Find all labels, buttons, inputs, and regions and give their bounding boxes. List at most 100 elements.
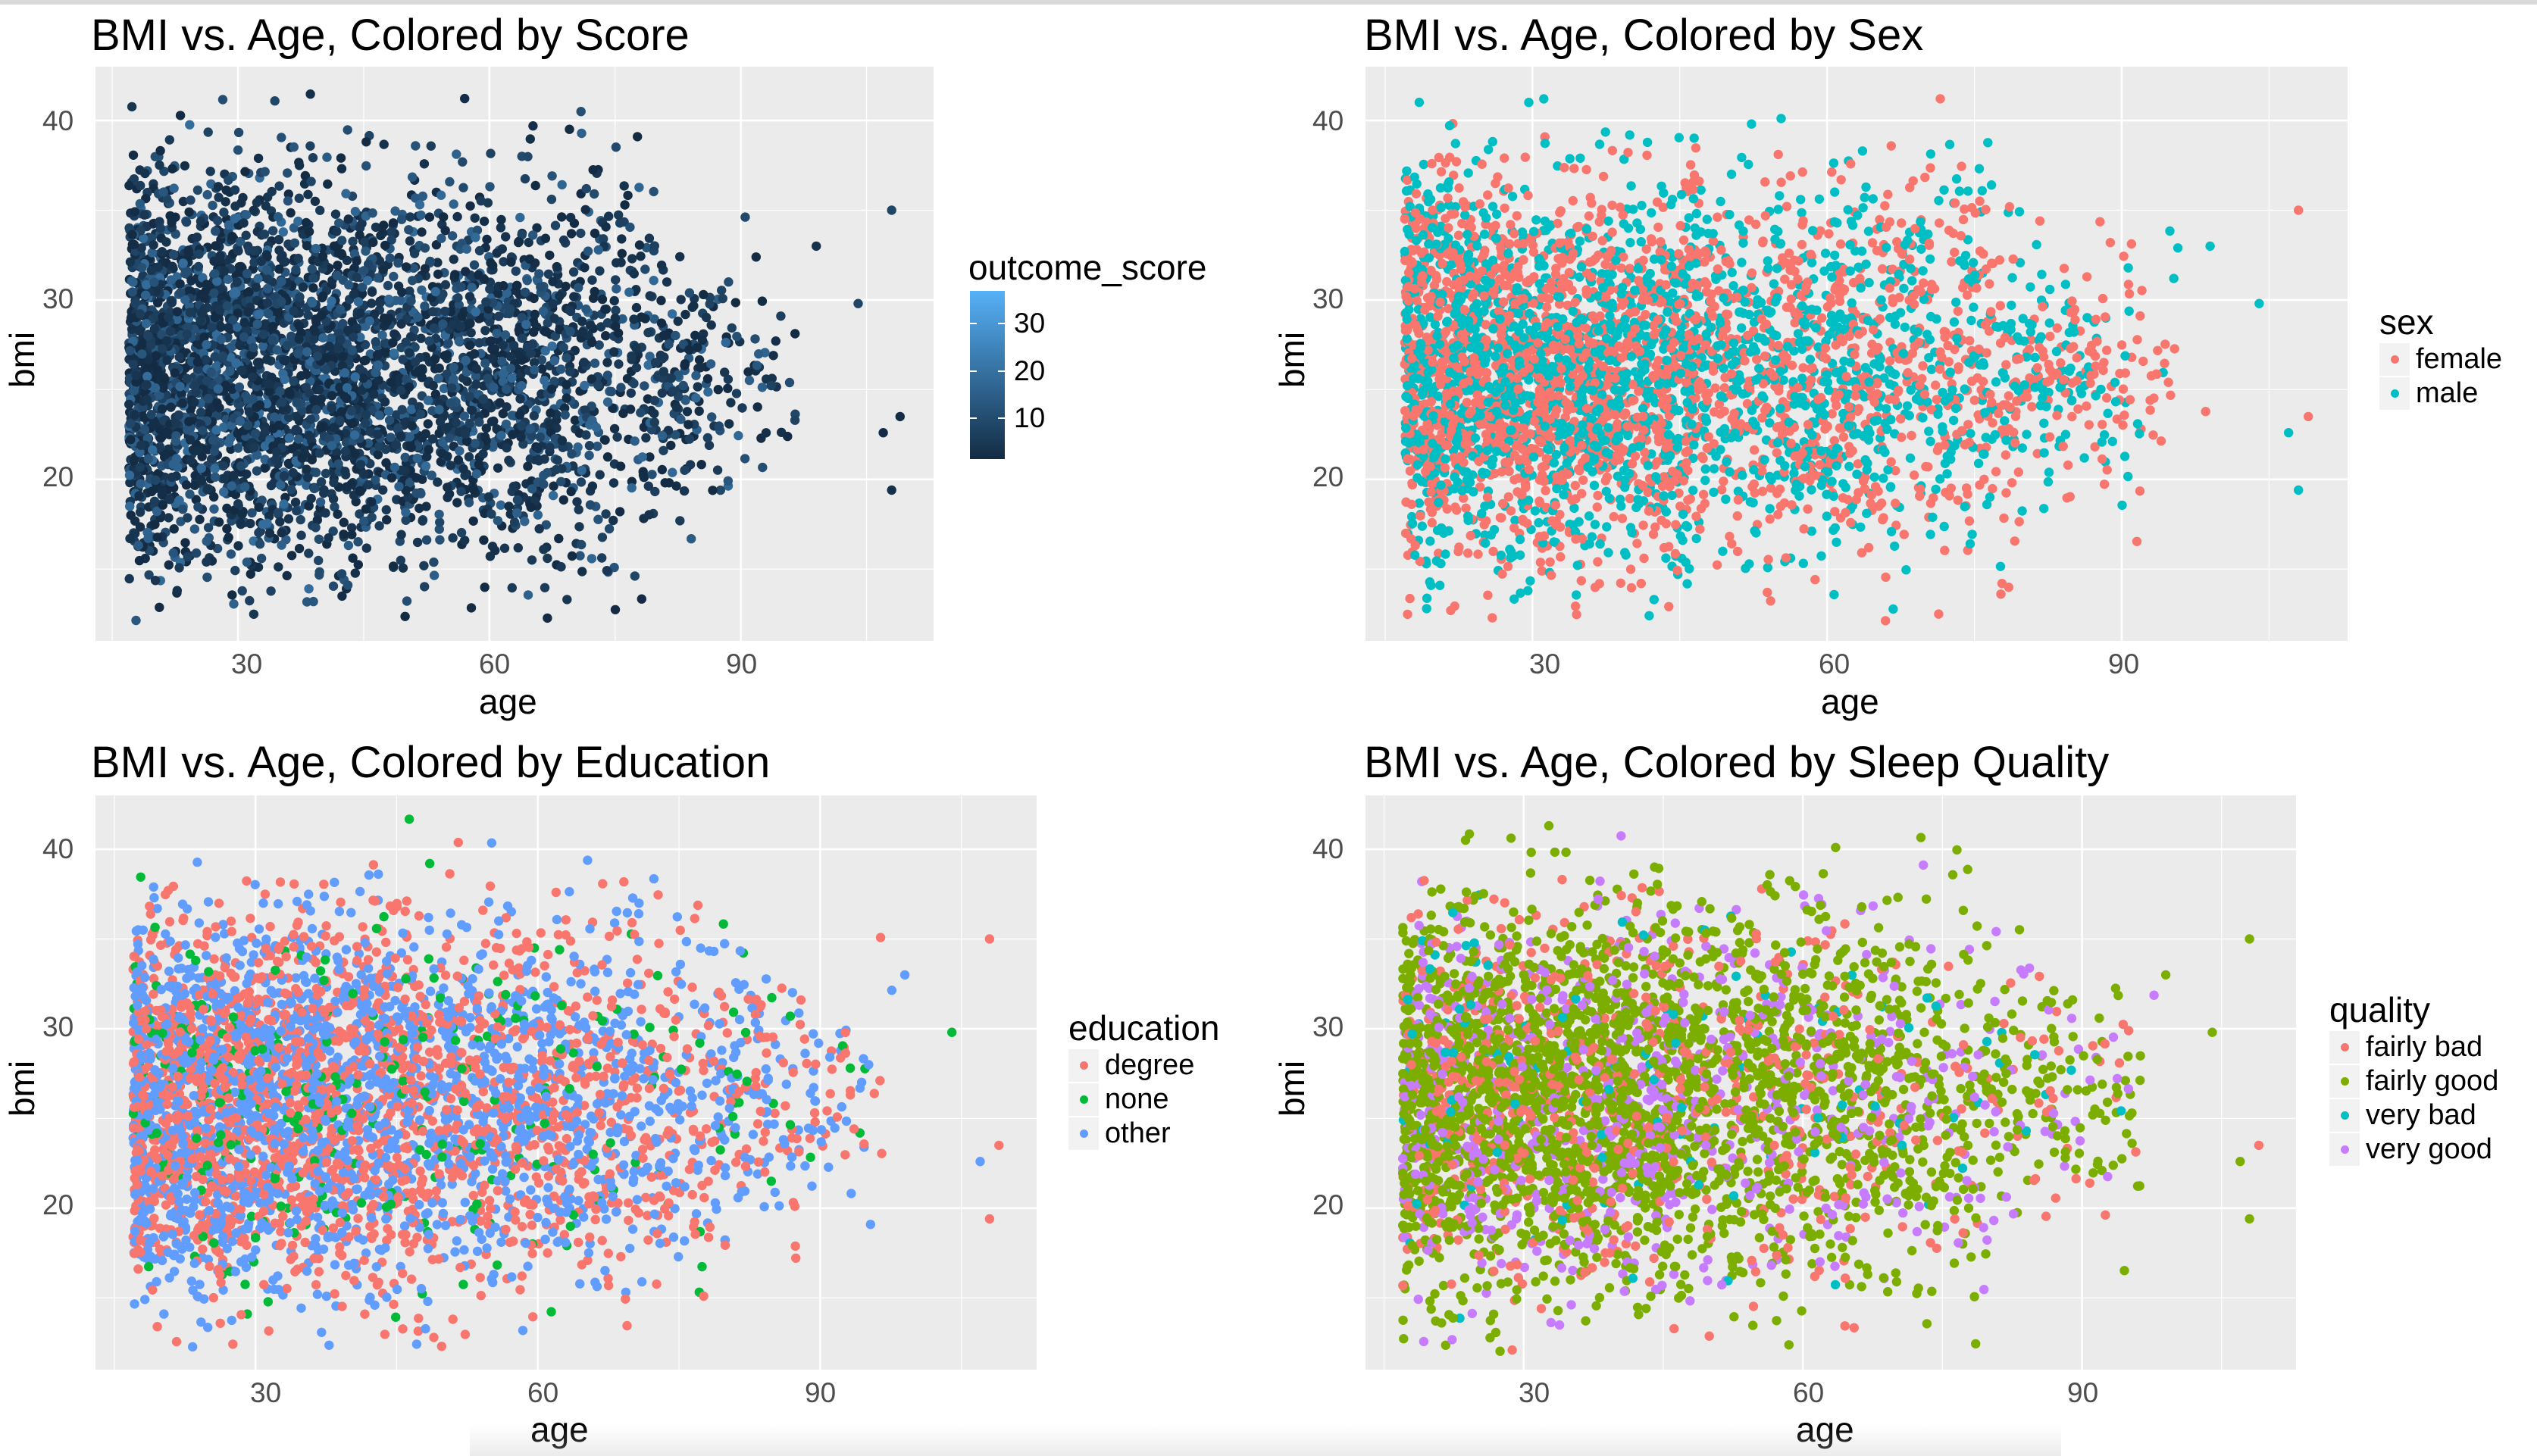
- scatter-point: [1441, 549, 1450, 559]
- scatter-point: [379, 139, 389, 149]
- scatter-point: [217, 95, 228, 105]
- scatter-point: [1932, 395, 1942, 405]
- scatter-point: [551, 464, 562, 475]
- scatter-point: [602, 452, 613, 462]
- scatter-point: [218, 422, 229, 433]
- colorbar-tick: [970, 323, 977, 324]
- scatter-point: [330, 209, 341, 219]
- scatter-point: [222, 301, 232, 311]
- scatter-point: [185, 435, 196, 445]
- scatter-point: [465, 201, 475, 211]
- scatter-point: [625, 405, 636, 414]
- scatter-point: [297, 453, 307, 463]
- scatter-point: [643, 327, 653, 338]
- scatter-point: [314, 555, 324, 566]
- scatter-point: [328, 581, 339, 591]
- scatter-point: [266, 586, 276, 596]
- scatter-point: [456, 282, 466, 292]
- scatter-point: [590, 228, 600, 239]
- scatter-point: [125, 257, 136, 267]
- scatter-point: [210, 352, 220, 362]
- scatter-point: [214, 192, 224, 202]
- scatter-point: [342, 393, 352, 404]
- scatter-point: [289, 142, 299, 152]
- scatter-point: [720, 367, 730, 377]
- scatter-point: [488, 442, 498, 452]
- scatter-point: [175, 111, 186, 120]
- scatter-point: [593, 514, 603, 524]
- scatter-point: [593, 245, 603, 255]
- scatter-point: [540, 376, 549, 386]
- scatter-point: [595, 266, 605, 276]
- scatter-point: [458, 157, 468, 167]
- scatter-point: [518, 333, 527, 343]
- scatter-point: [645, 291, 655, 301]
- scatter-point: [249, 442, 259, 452]
- scatter-point: [165, 327, 175, 336]
- scatter-point: [411, 357, 421, 367]
- scatter-point: [401, 262, 411, 272]
- scatter-point: [486, 148, 496, 158]
- scatter-point: [471, 371, 480, 381]
- scatter-point: [520, 517, 530, 526]
- scatter-point: [377, 330, 387, 340]
- scatter-point: [2169, 273, 2179, 283]
- scatter-point: [465, 340, 475, 350]
- scatter-point: [1524, 98, 1534, 108]
- scatter-point: [134, 555, 145, 566]
- scatter-point: [512, 280, 522, 291]
- window-top-edge: [0, 0, 2537, 5]
- scatter-point: [343, 540, 354, 551]
- scatter-point: [644, 510, 654, 520]
- scatter-point: [396, 555, 405, 565]
- scatter-point: [404, 382, 414, 392]
- scatter-point: [1737, 258, 1747, 267]
- scatter-point: [558, 342, 568, 352]
- scatter-point: [189, 397, 199, 407]
- scatter-point: [704, 440, 715, 451]
- scatter-point: [611, 275, 621, 285]
- scatter-point: [302, 480, 311, 490]
- scatter-point: [618, 314, 627, 324]
- x-tick-label: 90: [726, 648, 758, 680]
- scatter-point: [565, 124, 574, 134]
- scatter-point: [301, 217, 311, 228]
- scatter-point: [289, 238, 300, 248]
- scatter-point: [309, 483, 319, 494]
- scatter-point: [365, 426, 376, 437]
- scatter-point: [336, 569, 347, 579]
- scatter-point: [602, 566, 612, 576]
- scatter-point: [256, 256, 266, 267]
- scatter-point: [304, 227, 314, 236]
- scatter-point: [283, 168, 292, 178]
- scatter-point: [343, 580, 353, 590]
- scatter-point: [705, 359, 716, 369]
- scatter-point: [294, 321, 305, 331]
- scatter-point: [305, 141, 315, 151]
- scatter-point: [236, 365, 246, 376]
- scatter-point: [252, 466, 262, 476]
- scatter-point: [409, 248, 420, 258]
- scatter-point: [488, 298, 498, 308]
- scatter-point: [584, 441, 595, 451]
- scatter-point: [214, 255, 225, 264]
- scatter-point: [435, 517, 445, 527]
- scatter-point: [202, 376, 212, 386]
- scatter-point: [225, 366, 235, 376]
- scatter-point: [1765, 514, 1775, 524]
- scatter-point: [213, 216, 223, 226]
- scatter-point: [306, 177, 316, 186]
- scatter-point: [645, 352, 655, 361]
- scatter-point: [540, 346, 550, 356]
- scatter-point: [389, 348, 399, 358]
- scatter-point: [337, 236, 347, 245]
- scatter-point: [445, 177, 455, 187]
- scatter-point: [338, 319, 348, 329]
- scatter-point: [302, 347, 312, 357]
- scatter-point: [371, 367, 380, 377]
- scatter-point: [433, 373, 443, 383]
- scatter-point: [435, 417, 446, 426]
- scatter-point: [587, 481, 598, 491]
- scatter-point: [1794, 491, 1804, 501]
- scatter-point: [183, 425, 192, 435]
